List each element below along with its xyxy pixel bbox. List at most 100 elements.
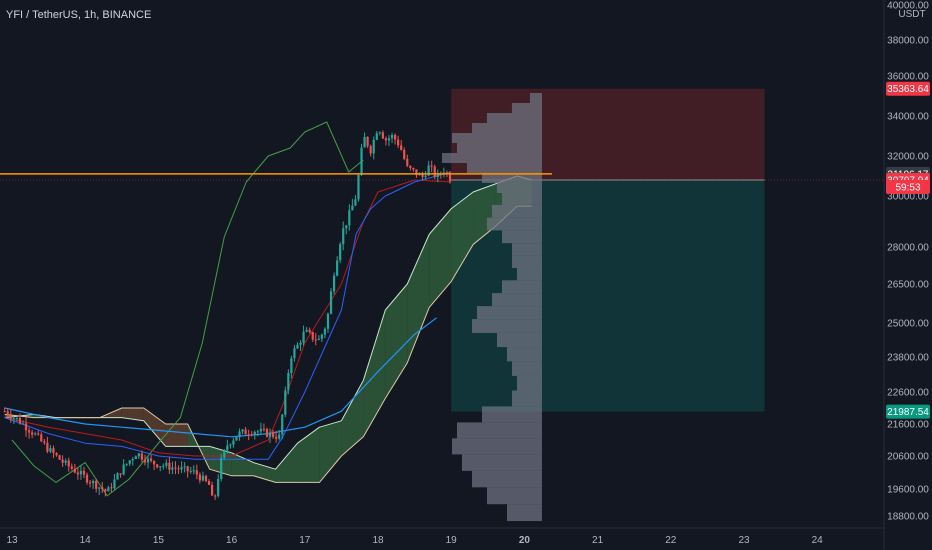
volume-profile-bar <box>481 173 542 183</box>
time-axis[interactable]: 13 14 15 16 17 18 19 20 21 22 23 24 <box>0 527 884 546</box>
candle-body <box>326 313 330 329</box>
candle-body <box>24 423 28 431</box>
candle-body <box>140 453 144 460</box>
price-axis[interactable]: 40000.00 38000.00 36000.00 34000.00 32000.00… <box>883 0 929 550</box>
candle-body <box>317 338 320 340</box>
candle-body <box>265 429 269 437</box>
candle-body <box>49 448 52 452</box>
cloud-segment <box>275 443 298 483</box>
candle-body <box>393 134 397 140</box>
volume-profile-bar <box>466 163 542 173</box>
candle-body <box>162 465 165 467</box>
candle-body <box>183 466 186 468</box>
candle-body <box>61 459 64 463</box>
price-tag <box>886 81 930 96</box>
candle-body <box>436 173 439 178</box>
candle-body <box>82 470 86 475</box>
volume-profile-bar <box>471 319 542 333</box>
candle-body <box>46 442 49 452</box>
candle-body <box>70 466 73 469</box>
time-tick-label: 19 <box>446 535 458 546</box>
candle-body <box>271 432 275 437</box>
candle-body <box>21 423 25 425</box>
candle-body <box>311 332 314 340</box>
candle-body <box>308 329 311 333</box>
volume-profile-bar <box>511 243 542 256</box>
candle-body <box>223 450 226 458</box>
volume-profile-bar <box>496 332 542 348</box>
candle-body <box>305 329 308 332</box>
cloud-segment <box>451 192 474 282</box>
candle-body <box>302 331 305 343</box>
candle-body <box>125 463 128 465</box>
time-tick-label: 15 <box>153 535 165 546</box>
volume-profile-bar <box>486 487 542 505</box>
moving-average <box>4 317 437 438</box>
candle-body <box>375 133 378 140</box>
candle-body <box>55 453 58 456</box>
time-tick-label: 17 <box>299 535 311 546</box>
candle-body <box>189 471 192 473</box>
candle-body <box>433 166 436 178</box>
candle-body <box>92 480 95 483</box>
candle-body <box>235 437 238 441</box>
candle-body <box>314 339 317 341</box>
candle-body <box>369 146 372 154</box>
candle-body <box>256 431 259 433</box>
candle-body <box>43 441 46 443</box>
cloud-segment <box>297 427 320 483</box>
candle-body <box>177 468 180 470</box>
candle-body <box>387 138 391 141</box>
candle-body <box>421 174 424 178</box>
candle-body <box>37 433 40 435</box>
volume-profile-bar <box>471 123 542 133</box>
currency-label[interactable]: USDT <box>898 9 925 20</box>
volume-profile-bar <box>486 217 542 231</box>
candle-body <box>153 460 156 465</box>
candle-body <box>27 430 31 433</box>
volume-profile-bar <box>451 438 542 455</box>
cloud-segment <box>407 234 430 363</box>
candle-body <box>192 470 195 472</box>
candle-body <box>238 431 241 438</box>
price-tick-label: 22600.00 <box>887 388 929 399</box>
candle-body <box>320 334 323 339</box>
price-tick-label: 21600.00 <box>887 420 929 431</box>
candle-body <box>198 474 201 481</box>
candle-body <box>381 132 384 139</box>
price-tick-label: 18800.00 <box>887 512 929 523</box>
candle-body <box>217 479 220 496</box>
candle-body <box>15 417 18 419</box>
cloud-segment <box>319 420 342 483</box>
time-tick-label: 13 <box>6 535 18 546</box>
volume-profile-bar <box>441 153 542 163</box>
price-tag-label: 21987.54 <box>887 407 929 418</box>
candle-body <box>357 175 360 200</box>
candle-body <box>448 173 452 182</box>
volume-profile-bar <box>476 306 542 320</box>
candle-body <box>101 487 104 490</box>
time-tick-label: 20 <box>519 535 531 546</box>
candle-body <box>241 429 244 432</box>
candle-body <box>345 225 348 229</box>
price-tag-label: 35363.64 <box>887 84 929 95</box>
symbol-title: YFI / TetherUS, 1h, BINANCE <box>6 9 151 21</box>
candle-body <box>214 495 217 497</box>
cloud-segment <box>385 284 408 399</box>
candle-body <box>332 275 336 292</box>
kijun-sen <box>4 179 452 457</box>
price-tick-label: 25000.00 <box>887 319 929 330</box>
candle-body <box>418 174 421 176</box>
volume-profile-bar <box>516 375 542 391</box>
volume-profile-bar <box>481 406 542 423</box>
candle-body <box>250 434 253 436</box>
candle-body <box>360 147 363 176</box>
volume-profile-bar <box>496 183 542 193</box>
candle-body <box>174 467 177 469</box>
candle-body <box>363 136 366 148</box>
candle-body <box>165 462 168 466</box>
price-tick-label: 19600.00 <box>887 485 929 496</box>
candle-body <box>220 457 223 480</box>
